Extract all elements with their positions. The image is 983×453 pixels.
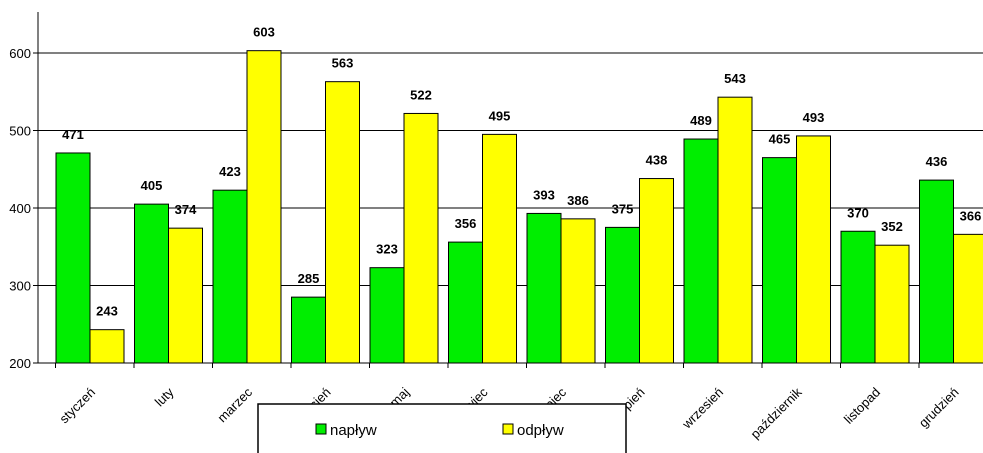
legend-box: napływ odpływ <box>257 403 627 453</box>
data-label: 366 <box>960 208 982 223</box>
data-label: 436 <box>926 154 948 169</box>
bar-inflow <box>605 226 640 364</box>
bar-inflow <box>134 203 169 364</box>
data-label: 386 <box>567 193 589 208</box>
data-label: 495 <box>489 108 511 123</box>
data-label: 285 <box>298 271 320 286</box>
bar-outflow <box>482 133 517 364</box>
category-label: styczeń <box>56 385 98 427</box>
y-tick-label: 400 <box>9 201 31 216</box>
bar-inflow <box>448 241 483 364</box>
bars <box>55 50 983 364</box>
data-label: 493 <box>803 110 825 125</box>
data-label: 375 <box>612 201 634 216</box>
data-label: 243 <box>96 304 118 319</box>
bar-outflow <box>639 178 674 364</box>
bar-inflow <box>683 138 719 364</box>
data-label: 465 <box>769 132 791 147</box>
y-tick-label: 600 <box>9 46 31 61</box>
legend: napływ odpływ <box>257 403 627 453</box>
category-label: grudzień <box>916 385 962 431</box>
data-label: 374 <box>175 202 197 217</box>
data-label: 563 <box>332 56 354 71</box>
category-label: marzec <box>214 384 255 425</box>
category-label: luty <box>152 384 177 409</box>
bar-outflow <box>325 81 360 364</box>
bar-outflow <box>796 135 831 364</box>
bar-outflow <box>168 227 203 364</box>
y-tick-label: 200 <box>9 356 31 371</box>
legend-label: odpływ <box>517 422 564 439</box>
data-label: 393 <box>533 187 555 202</box>
axes <box>37 12 983 368</box>
data-label: 489 <box>690 113 712 128</box>
data-label: 522 <box>410 87 432 102</box>
bar-outflow <box>874 244 910 364</box>
bar-inflow <box>840 230 876 364</box>
bar-outflow <box>717 96 753 364</box>
data-label: 356 <box>455 216 477 231</box>
bar-outflow <box>560 218 596 364</box>
legend-frame <box>257 403 627 453</box>
y-tick-label: 500 <box>9 124 31 139</box>
data-label: 423 <box>219 164 241 179</box>
bar-inflow <box>291 296 326 364</box>
y-axis-ticks: 200 300 400 500 600 <box>9 46 38 371</box>
legend-label: napływ <box>330 422 377 439</box>
data-label: 438 <box>646 153 668 168</box>
data-label: 370 <box>847 205 869 220</box>
legend-swatch <box>502 423 514 435</box>
data-label: 471 <box>62 127 84 142</box>
bar-inflow <box>919 179 954 364</box>
y-tick-label: 300 <box>9 279 31 294</box>
data-labels: 471 243 405 374 423 603 285 563 323 522 356 495 393 3… <box>62 25 981 319</box>
bar-inflow <box>526 212 562 364</box>
data-label: 323 <box>376 242 398 257</box>
bar-inflow <box>212 189 248 364</box>
category-label: październik <box>748 384 805 441</box>
category-label: listopad <box>841 385 883 427</box>
data-label: 405 <box>141 178 163 193</box>
legend-swatch <box>315 423 327 435</box>
bar-outflow <box>89 329 125 364</box>
category-label: wrzesień <box>679 385 727 433</box>
bar-inflow <box>762 157 797 364</box>
bar-outflow <box>953 233 983 364</box>
bar-inflow <box>55 152 91 364</box>
data-label: 352 <box>881 219 903 234</box>
bar-outflow <box>246 50 282 364</box>
data-label: 543 <box>724 71 746 86</box>
data-label: 603 <box>253 25 275 40</box>
bar-outflow <box>403 112 439 364</box>
bar-inflow <box>369 267 405 364</box>
